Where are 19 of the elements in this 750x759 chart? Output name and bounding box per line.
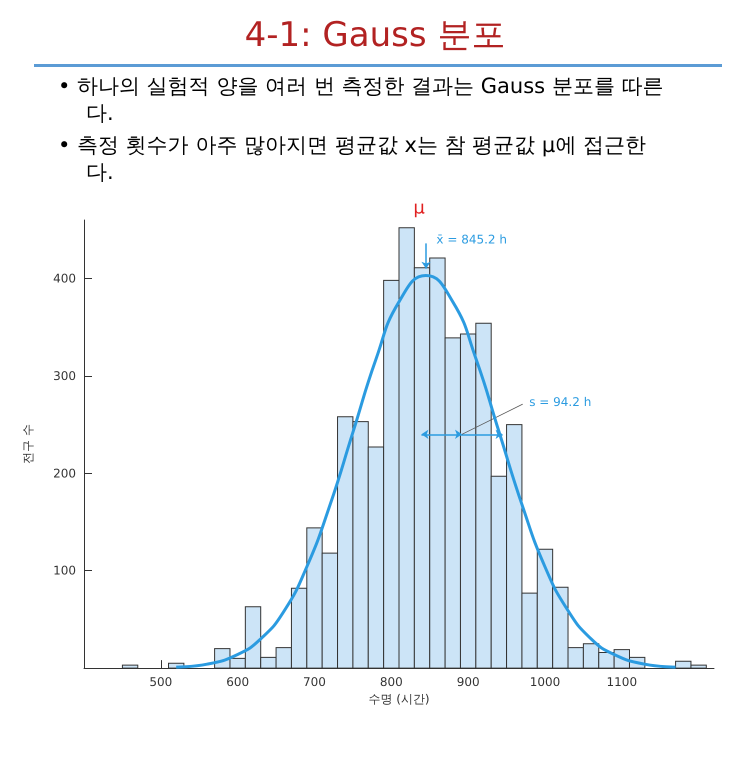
chart-title: 4-1: Gauss 분포 bbox=[244, 14, 506, 57]
x-tick-label: 800 bbox=[380, 675, 403, 690]
y-tick-label: 400 bbox=[53, 272, 76, 286]
y-tick-label: 300 bbox=[53, 369, 76, 384]
x-tick-label: 500 bbox=[149, 675, 172, 690]
y-axis-title: 전구 수 bbox=[21, 424, 35, 464]
x-tick-label: 700 bbox=[303, 675, 326, 690]
x-axis-title: 수명 (시간) bbox=[368, 692, 430, 706]
annotation: s = 94.2 h bbox=[529, 395, 592, 410]
text: • 측정 횟수가 아주 많아지면 평균값 x는 참 평균값 μ에 접근한다. bbox=[58, 132, 647, 186]
x-tick-label: 900 bbox=[456, 675, 480, 690]
x-tick-label: 600 bbox=[226, 675, 250, 690]
x-tick-label: 1100 bbox=[606, 675, 638, 690]
y-tick-label: 100 bbox=[53, 564, 76, 578]
x-tick-label: 1000 bbox=[530, 675, 560, 690]
y-tick-label: 200 bbox=[53, 466, 76, 480]
text: μ bbox=[413, 198, 426, 219]
text: • 하나의 실험적 양을 여러 번 측정한 결과는 Gauss 분포를 따른다. bbox=[58, 73, 664, 128]
annotation: x̄ = 845.2 h bbox=[436, 232, 507, 247]
